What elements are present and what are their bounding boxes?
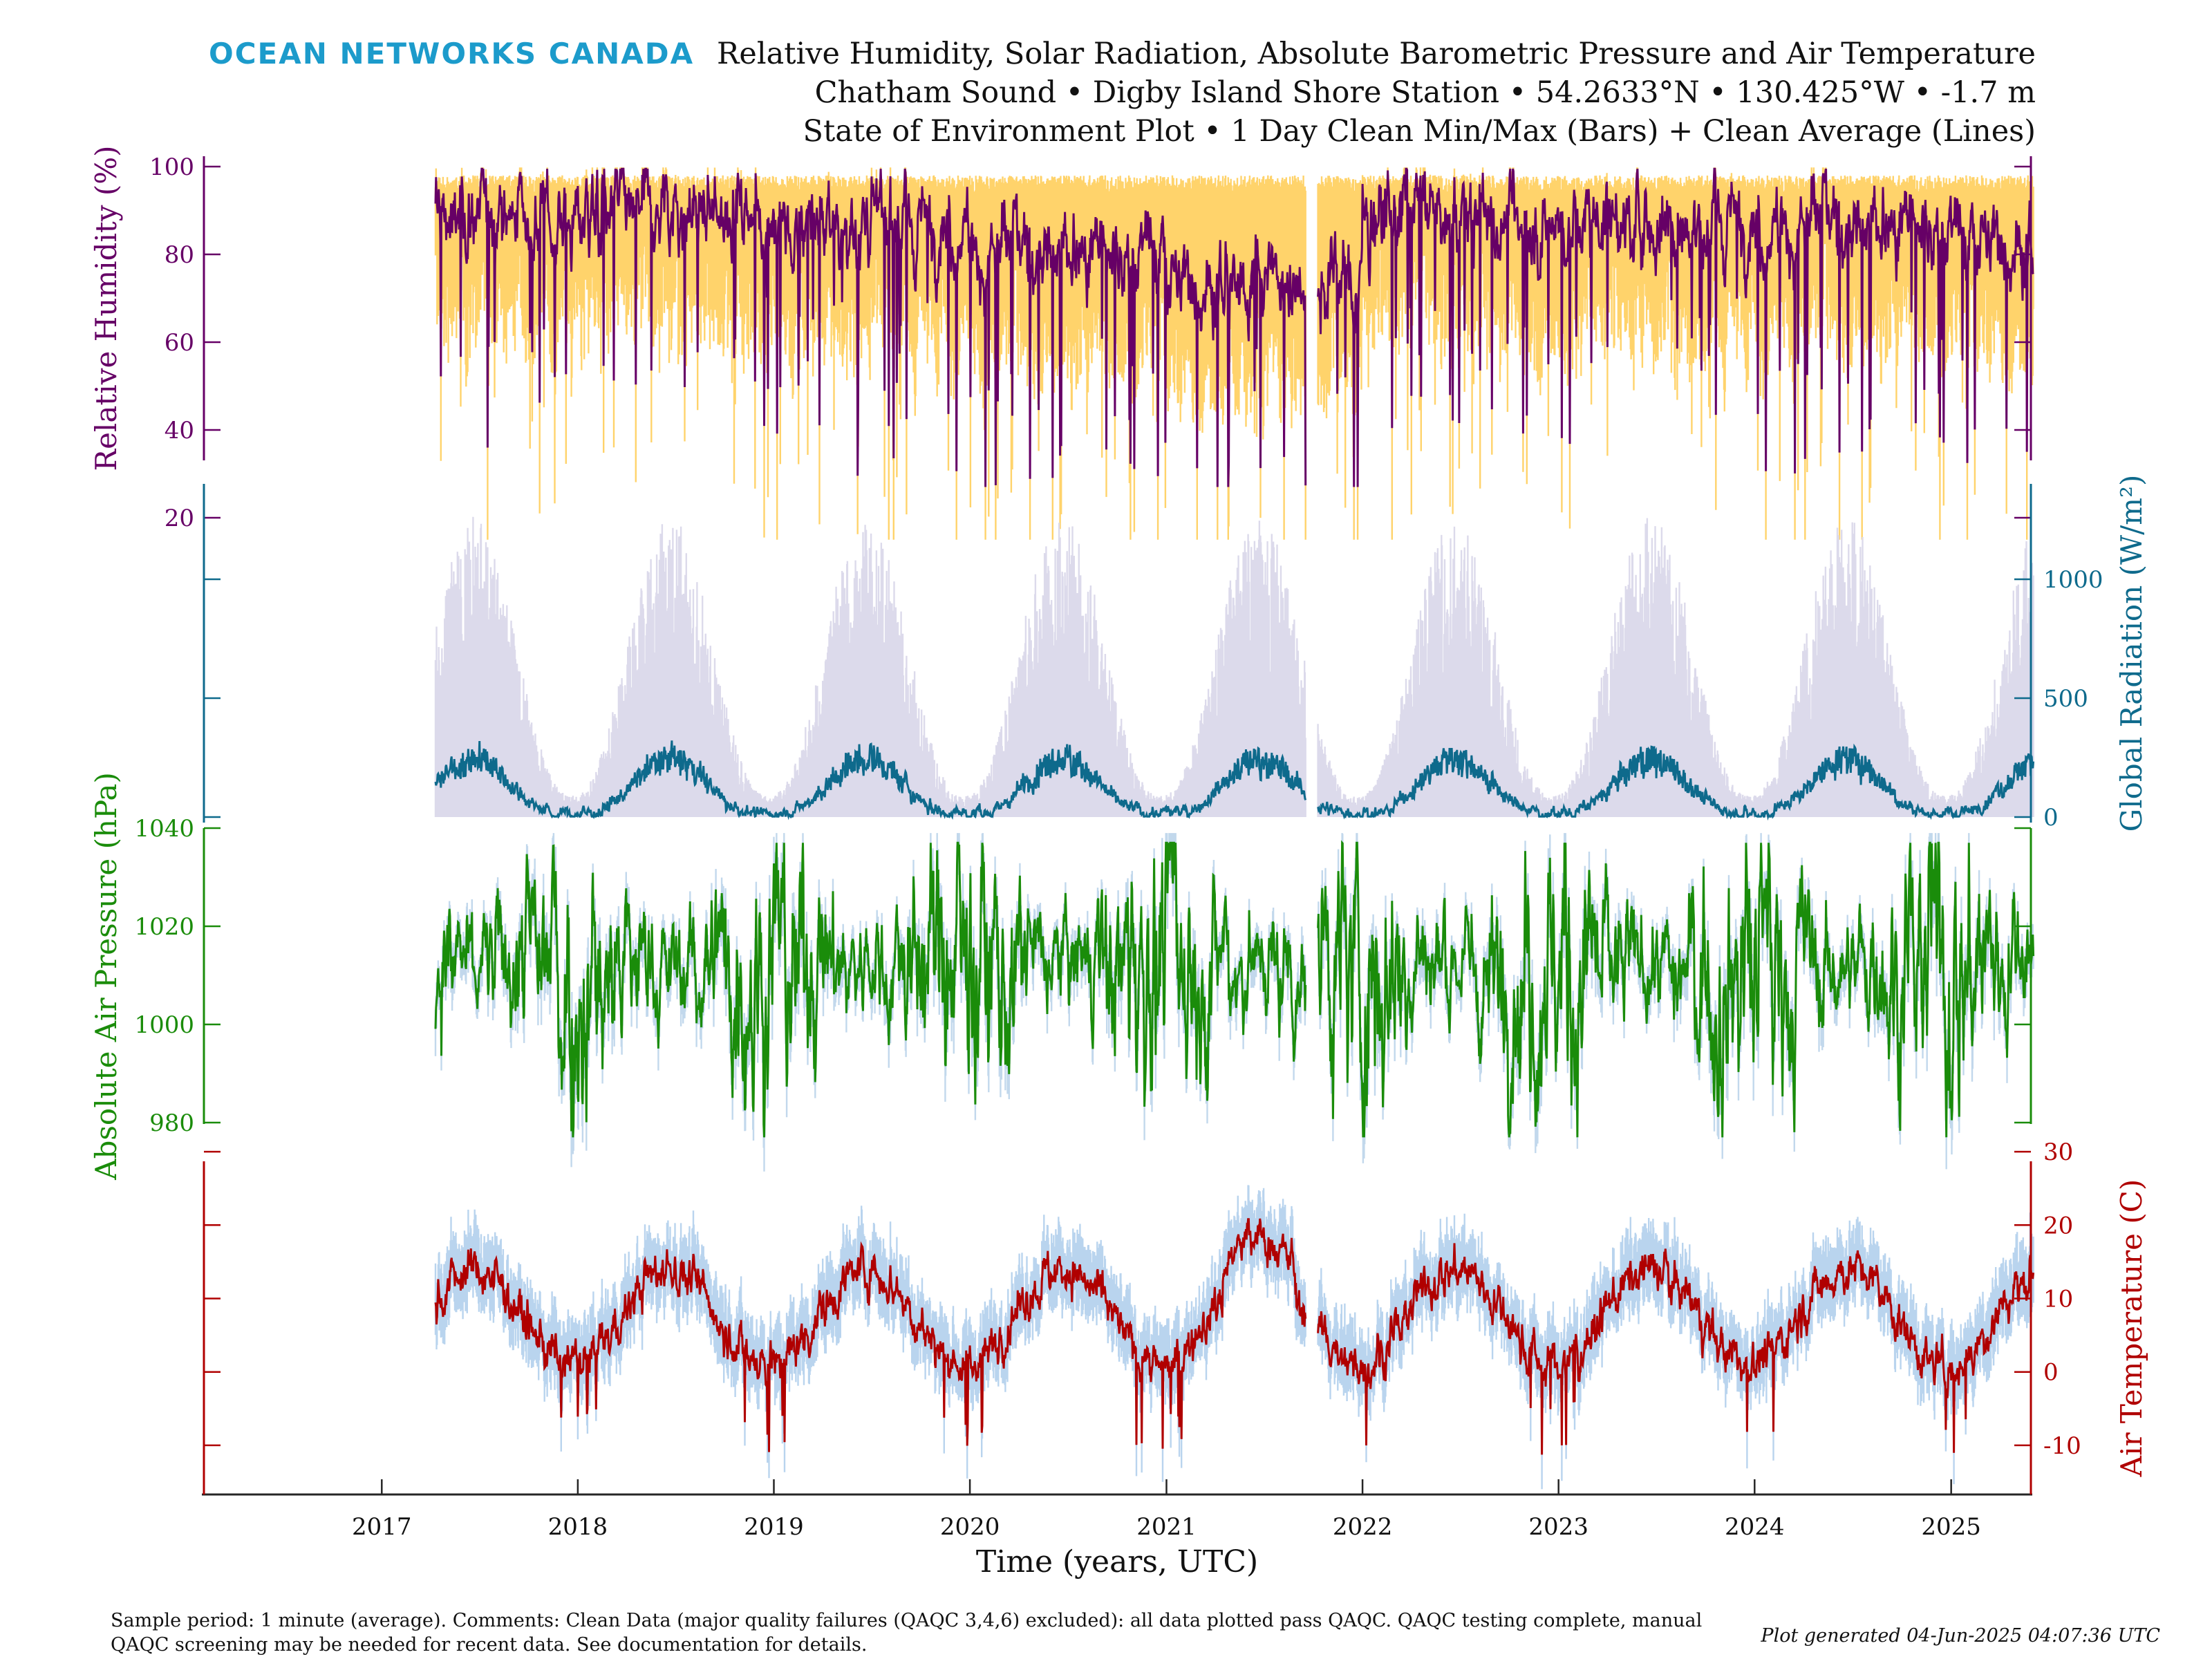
radiation-average-line-2 <box>1317 743 2035 821</box>
average-lines-layer <box>434 167 2035 1455</box>
pressure-tick-label-1000: 1000 <box>134 1011 194 1039</box>
x-tick-label-2024: 2024 <box>1725 1513 1785 1541</box>
radiation-tick-label-1000: 1000 <box>2043 566 2103 594</box>
footer-comment-2: QAQC screening may be needed for recent … <box>111 1634 867 1656</box>
x-tick-label-2023: 2023 <box>1528 1513 1588 1541</box>
humidity-tick-label-20: 20 <box>165 505 194 532</box>
humidity-tick-label-80: 80 <box>165 241 194 269</box>
plot-generated-stamp: Plot generated 04-Jun-2025 04:07:36 UTC <box>1760 1625 2160 1647</box>
radiation-tick-label-0: 0 <box>2043 804 2059 832</box>
x-axis-title: Time (years, UTC) <box>976 1544 1258 1580</box>
radiation-axis-title: Global Radiation (W/m²) <box>2115 475 2148 832</box>
radiation-tick-label-500: 500 <box>2043 685 2088 713</box>
x-tick-label-2021: 2021 <box>1136 1513 1197 1541</box>
x-tick-label-2025: 2025 <box>1921 1513 1981 1541</box>
x-tick-label-2017: 2017 <box>352 1513 412 1541</box>
temperature-axis-title: Air Temperature (C) <box>2115 1179 2148 1478</box>
humidity-average-line-1 <box>434 167 1307 487</box>
humidity-tick-label-60: 60 <box>165 329 194 357</box>
pressure-tick-label-980: 980 <box>149 1109 194 1137</box>
temperature-tick-label-30: 30 <box>2043 1138 2073 1166</box>
x-tick-label-2018: 2018 <box>548 1513 608 1541</box>
pressure-average-line-1 <box>434 841 1307 1138</box>
radiation-average-line-1 <box>434 740 1307 821</box>
temperature-tick-label--10: -10 <box>2043 1432 2081 1460</box>
x-tick-label-2020: 2020 <box>940 1513 1000 1541</box>
temperature-tick-label-20: 20 <box>2043 1212 2073 1239</box>
humidity-average-line-2 <box>1317 167 2034 487</box>
humidity-tick-label-40: 40 <box>165 417 194 444</box>
humidity-tick-label-100: 100 <box>149 153 194 181</box>
temperature-y-axis: -10 0 10 20 30 Air Temperature (C) <box>204 1138 2148 1494</box>
radiation-y-axis: 0 500 1000 Global Radiation (W/m²) <box>204 475 2148 832</box>
pressure-tick-label-1040: 1040 <box>134 815 194 843</box>
temperature-tick-label-0: 0 <box>2043 1359 2059 1387</box>
pressure-average-line-2 <box>1317 840 2035 1138</box>
temperature-average-line-1 <box>434 1218 1307 1452</box>
temperature-average-line-2 <box>1317 1243 2035 1455</box>
x-tick-label-2022: 2022 <box>1333 1513 1393 1541</box>
temperature-tick-label-10: 10 <box>2043 1286 2073 1313</box>
pressure-axis-title: Absolute Air Pressure (hPa) <box>89 772 123 1181</box>
humidity-y-axis: 20 40 60 80 100 Relative Humidity (%) <box>89 145 2031 532</box>
onc-logo: OCEAN NETWORKS CANADA <box>209 37 694 71</box>
temperature-minmax-bars-path <box>434 1185 2034 1490</box>
humidity-axis-title: Relative Humidity (%) <box>89 145 123 471</box>
temperature-minmax-bars <box>434 1185 2034 1490</box>
footer-comment-1: Sample period: 1 minute (average). Comme… <box>111 1610 1702 1631</box>
title-line-2: Chatham Sound • Digby Island Shore Stati… <box>815 75 2036 110</box>
pressure-tick-label-1020: 1020 <box>134 913 194 941</box>
x-tick-label-2019: 2019 <box>744 1513 804 1541</box>
title-line-1: Relative Humidity, Solar Radiation, Abso… <box>717 37 2036 71</box>
title-line-3: State of Environment Plot • 1 Day Clean … <box>803 114 2036 149</box>
x-axis-ticks: 2017 2018 2019 2020 2021 2022 2023 2024 2025 <box>352 1479 1981 1541</box>
pressure-y-axis: 980 1000 1020 1040 Absolute Air Pressure (hP… <box>89 772 2031 1181</box>
